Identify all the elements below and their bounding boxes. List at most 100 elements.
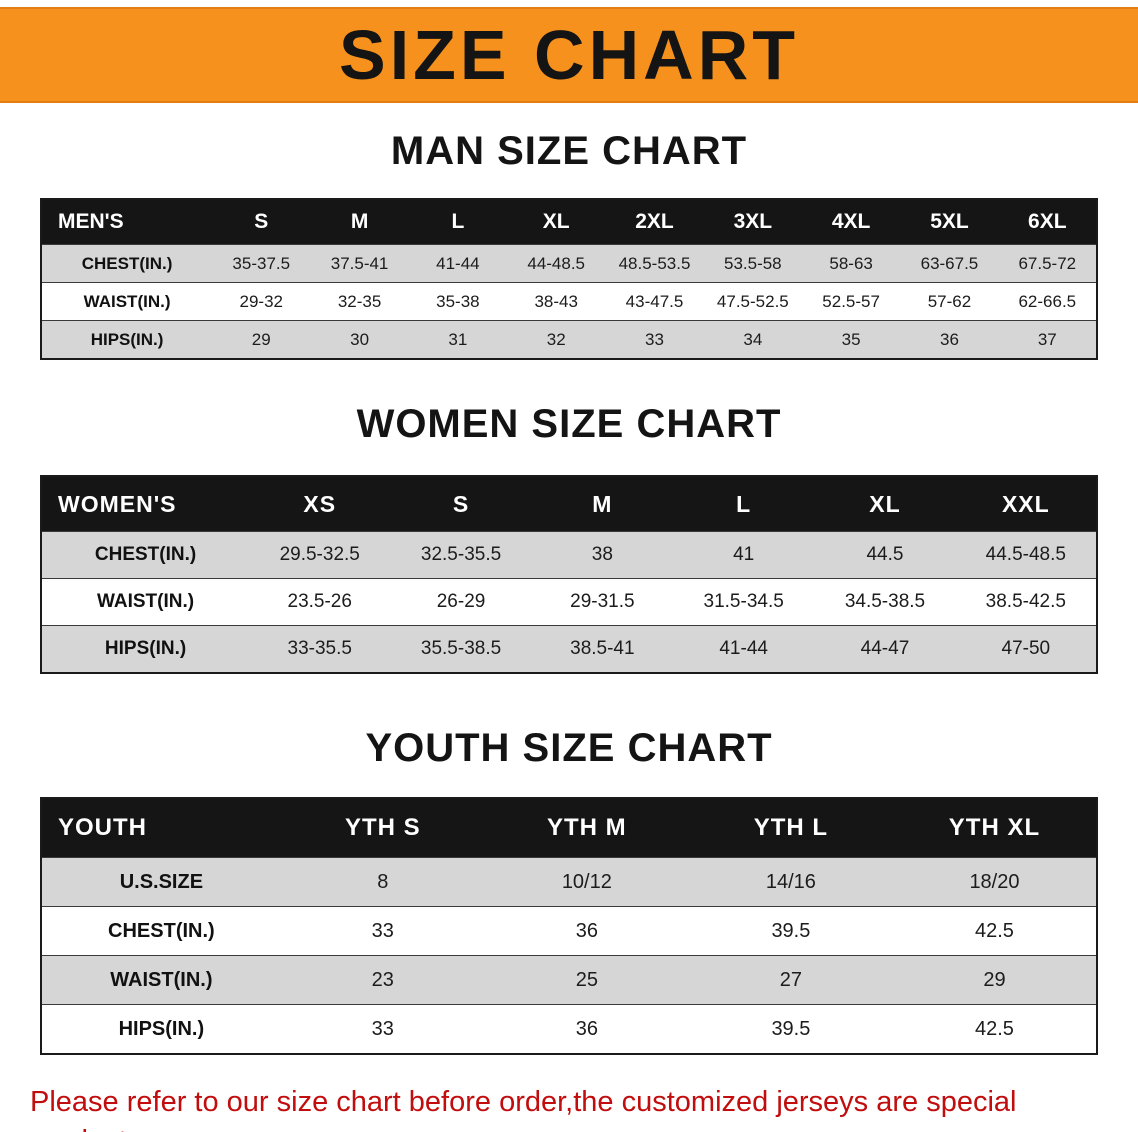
table-row: WAIST(IN.) 29-32 32-35 35-38 38-43 43-47.5 47.… [41, 282, 1097, 321]
cell-value: 36 [484, 1004, 689, 1054]
cell-value: 23.5-26 [249, 578, 391, 626]
cell-value: 44-48.5 [507, 244, 606, 283]
cell-value: 33 [280, 1004, 485, 1054]
cell-value: 31.5-34.5 [673, 578, 815, 626]
column-header: YTH S [280, 798, 485, 858]
cell-value: 41 [673, 531, 815, 579]
disclaimer: Please refer to our size chart before or… [30, 1083, 1112, 1132]
cell-value: 29 [892, 955, 1097, 1005]
row-label: WAIST(IN.) [41, 578, 250, 626]
cell-value: 37 [998, 320, 1097, 359]
row-label: CHEST(IN.) [41, 244, 213, 283]
header-row: YOUTH YTH S YTH M YTH L YTH XL [41, 798, 1097, 858]
man-size-table: MEN'S S M L XL 2XL 3XL 4XL 5XL 6XL CHEST(IN.) 35-37… [40, 198, 1098, 360]
cell-value: 44.5-48.5 [955, 531, 1097, 579]
column-header: M [531, 476, 674, 532]
cell-value: 35.5-38.5 [390, 625, 532, 673]
column-header: YTH XL [892, 798, 1097, 858]
cell-value: 36 [900, 320, 999, 359]
cell-value: 67.5-72 [998, 244, 1097, 283]
cell-value: 34.5-38.5 [814, 578, 956, 626]
cell-value: 52.5-57 [801, 282, 901, 321]
cell-value: 8 [280, 857, 485, 907]
cell-value: 53.5-58 [703, 244, 802, 283]
header-row: WOMEN'S XS S M L XL XXL [41, 476, 1097, 532]
cell-value: 32.5-35.5 [390, 531, 532, 579]
table-corner-label: YOUTH [41, 798, 281, 858]
cell-value: 29-31.5 [531, 578, 674, 626]
row-label: HIPS(IN.) [41, 320, 213, 359]
row-label: U.S.SIZE [41, 857, 281, 907]
cell-value: 62-66.5 [998, 282, 1097, 321]
table-row: HIPS(IN.) 33 36 39.5 42.5 [41, 1004, 1097, 1054]
cell-value: 27 [688, 955, 893, 1005]
cell-value: 18/20 [892, 857, 1097, 907]
column-header: YTH L [688, 798, 893, 858]
cell-value: 37.5-41 [310, 244, 409, 283]
column-header: XS [249, 476, 391, 532]
cell-value: 29-32 [212, 282, 311, 321]
column-header: S [212, 199, 311, 245]
cell-value: 42.5 [892, 906, 1097, 956]
column-header: L [408, 199, 508, 245]
banner: SIZE CHART [0, 7, 1138, 103]
cell-value: 31 [408, 320, 508, 359]
cell-value: 33 [605, 320, 704, 359]
column-header: 3XL [703, 199, 802, 245]
cell-value: 38 [531, 531, 674, 579]
cell-value: 35 [801, 320, 901, 359]
cell-value: 44-47 [814, 625, 956, 673]
cell-value: 29 [212, 320, 311, 359]
column-header: S [390, 476, 532, 532]
cell-value: 57-62 [900, 282, 999, 321]
disclaimer-line-1: Please refer to our size chart before or… [30, 1086, 1017, 1132]
table-row: CHEST(IN.) 33 36 39.5 42.5 [41, 906, 1097, 956]
table-row: WAIST(IN.) 23 25 27 29 [41, 955, 1097, 1005]
cell-value: 14/16 [688, 857, 893, 907]
man-size-section: MAN SIZE CHART MEN'S S M L XL 2XL 3XL 4XL 5XL 6XL… [0, 129, 1138, 360]
cell-value: 33 [280, 906, 485, 956]
cell-value: 10/12 [484, 857, 689, 907]
cell-value: 42.5 [892, 1004, 1097, 1054]
row-label: CHEST(IN.) [41, 906, 281, 956]
youth-size-section: YOUTH SIZE CHART YOUTH YTH S YTH M YTH L YTH… [0, 726, 1138, 1055]
table-row: HIPS(IN.) 29 30 31 32 33 34 35 36 37 [41, 320, 1097, 359]
cell-value: 38.5-41 [531, 625, 674, 673]
cell-value: 35-37.5 [212, 244, 311, 283]
cell-value: 33-35.5 [249, 625, 391, 673]
cell-value: 26-29 [390, 578, 532, 626]
table-row: HIPS(IN.) 33-35.5 35.5-38.5 38.5-41 41-44 44-… [41, 625, 1097, 673]
column-header: 4XL [801, 199, 901, 245]
column-header: M [310, 199, 409, 245]
cell-value: 36 [484, 906, 689, 956]
column-header: L [673, 476, 815, 532]
youth-size-heading: YOUTH SIZE CHART [365, 726, 773, 770]
cell-value: 41-44 [408, 244, 508, 283]
women-size-section: WOMEN SIZE CHART WOMEN'S XS S M L XL XXL CHEST(… [0, 402, 1138, 674]
cell-value: 39.5 [688, 1004, 893, 1054]
cell-value: 38.5-42.5 [955, 578, 1097, 626]
man-size-heading: MAN SIZE CHART [390, 129, 748, 173]
column-header: 6XL [998, 199, 1097, 245]
table-corner-label: MEN'S [41, 199, 213, 245]
column-header: 5XL [900, 199, 999, 245]
table-row: WAIST(IN.) 23.5-26 26-29 29-31.5 31.5-34.5 34… [41, 578, 1097, 626]
cell-value: 30 [310, 320, 409, 359]
cell-value: 23 [280, 955, 485, 1005]
cell-value: 43-47.5 [605, 282, 704, 321]
cell-value: 32-35 [310, 282, 409, 321]
row-label: WAIST(IN.) [41, 955, 281, 1005]
cell-value: 38-43 [507, 282, 606, 321]
cell-value: 47.5-52.5 [703, 282, 802, 321]
cell-value: 44.5 [814, 531, 956, 579]
cell-value: 48.5-53.5 [605, 244, 704, 283]
women-size-heading: WOMEN SIZE CHART [356, 402, 782, 446]
cell-value: 47-50 [955, 625, 1097, 673]
cell-value: 34 [703, 320, 802, 359]
table-corner-label: WOMEN'S [41, 476, 250, 532]
row-label: CHEST(IN.) [41, 531, 250, 579]
cell-value: 63-67.5 [900, 244, 999, 283]
column-header: YTH M [484, 798, 689, 858]
row-label: HIPS(IN.) [41, 1004, 281, 1054]
